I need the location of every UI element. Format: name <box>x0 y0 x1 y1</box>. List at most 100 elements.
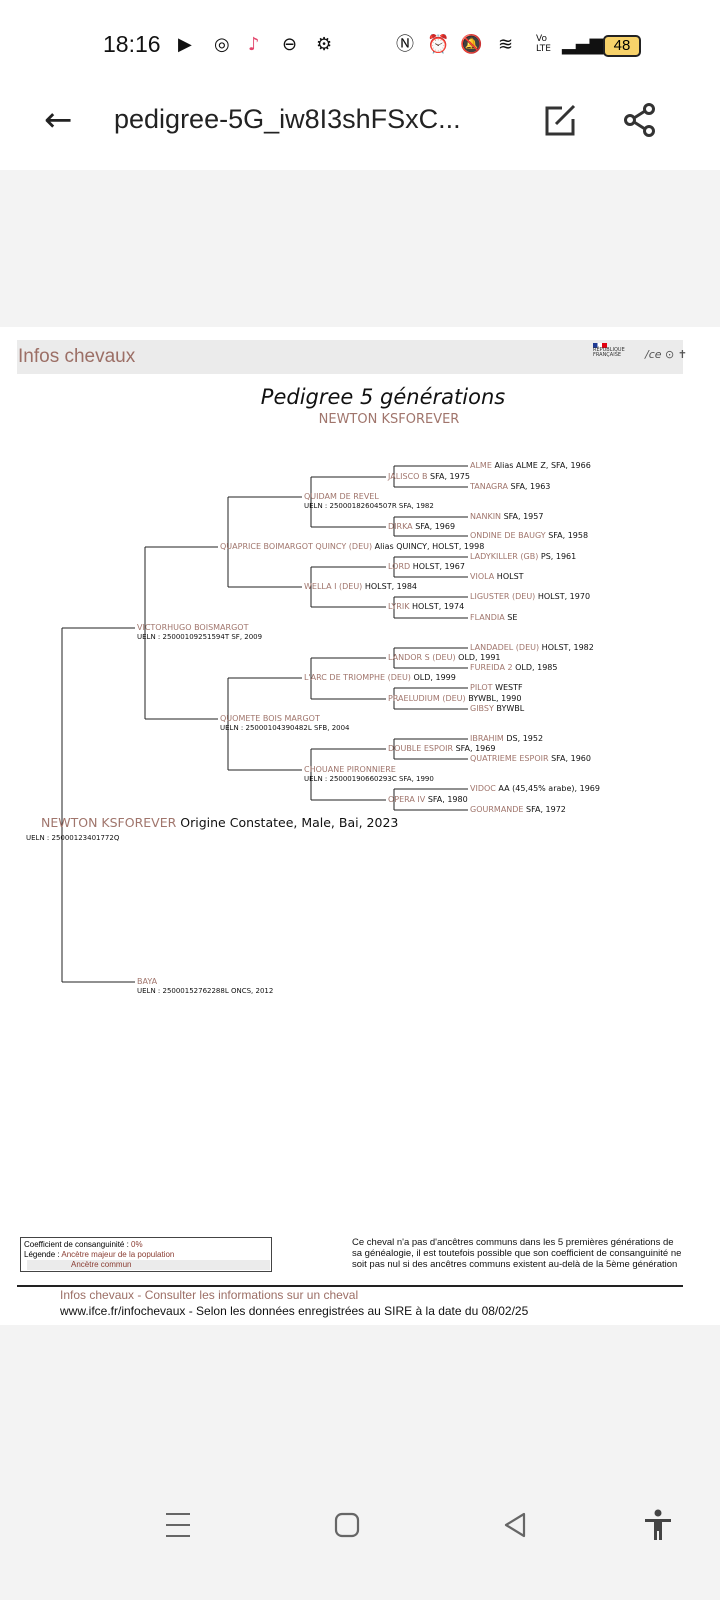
ancestor-details: SFA, 1969 <box>415 522 456 531</box>
legend-box: Coefficient de consanguinité : 0% Légend… <box>20 1237 272 1272</box>
ancestor-name[interactable]: QUAPRICE BOIMARGOT QUINCY (DEU) <box>220 542 373 551</box>
ancestor-details: SFA, 1972 <box>526 805 566 814</box>
subject-name[interactable]: NEWTON KSFOREVER <box>41 815 177 830</box>
ancestor-name[interactable]: GOURMANDE <box>470 805 524 814</box>
ancestor-details: SFA, 1980 <box>427 795 468 804</box>
ancestor-gen5: VIDOC AA (45,45% arabe), 1969 <box>470 784 600 794</box>
republique-francaise-logo: RÉPUBLIQUE FRANÇAISE <box>593 343 625 358</box>
youtube-icon: ▶ <box>178 34 192 55</box>
ancestor-gen5: GOURMANDE SFA, 1972 <box>470 805 566 815</box>
ancestor-name[interactable]: LORD <box>388 562 411 571</box>
file-title: pedigree-5G_iw8I3shFSxC... <box>114 104 461 134</box>
ancestor-gen5: FUREIDA 2 OLD, 1985 <box>470 663 557 673</box>
ancestor-gen3: L'ARC DE TRIOMPHE (DEU) OLD, 1999 <box>304 673 456 683</box>
ancestor-details: OLD, 1991 <box>458 653 501 662</box>
ancestor-name[interactable]: PILOT <box>470 683 493 692</box>
ancestor-name[interactable]: OPERA IV <box>388 795 426 804</box>
ancestor-gen5: GIBSY BYWBL <box>470 704 524 714</box>
ancestor-gen5: LIGUSTER (DEU) HOLST, 1970 <box>470 592 590 602</box>
share-icon[interactable] <box>622 102 658 138</box>
footer-source: www.ifce.fr/infochevaux - Selon les donn… <box>60 1304 529 1318</box>
ancestor-name[interactable]: QUIDAM DE REVEL <box>304 492 379 501</box>
ancestor-details: OLD, 1999 <box>413 673 456 682</box>
subject-ueln: UELN : 25000123401772Q <box>26 834 120 842</box>
ancestor-ueln: UELN : 25000152762288L ONCS, 2012 <box>137 987 274 995</box>
ancestor-details: PS, 1961 <box>540 552 577 561</box>
nfc-icon: Ⓝ <box>396 34 414 55</box>
ancestor-details: SFA, 1960 <box>551 754 591 763</box>
ancestor-details: HOLST, 1974 <box>412 602 465 611</box>
ancestor-details: Alias QUINCY, HOLST, 1998 <box>374 542 485 551</box>
ancestor-gen5: QUATRIEME ESPOIR SFA, 1960 <box>470 754 591 764</box>
ancestor-name[interactable]: VIDOC <box>470 784 496 793</box>
ancestor-name[interactable]: QUATRIEME ESPOIR <box>470 754 549 763</box>
ancestor-gen4: LYRIK HOLST, 1974 <box>388 602 464 612</box>
ancestor-gen4: JALISCO B SFA, 1975 <box>388 472 470 482</box>
ancestor-name[interactable]: FLANDIA <box>470 613 505 622</box>
mute-icon: 🔕 <box>460 34 483 55</box>
ancestor-name[interactable]: LANDOR S (DEU) <box>388 653 456 662</box>
footer-link[interactable]: Infos chevaux - Consulter les informatio… <box>60 1288 359 1302</box>
pedigree-lines <box>61 465 468 983</box>
ancestor-gen4: LORD HOLST, 1967 <box>388 562 465 572</box>
arrow-left-icon[interactable]: ← <box>44 100 73 140</box>
volte-icon: Vo LTE <box>536 34 551 54</box>
ancestor-name[interactable]: ONDINE DE BAUGY <box>470 531 546 540</box>
ancestor-name[interactable]: WELLA I (DEU) <box>304 582 363 591</box>
ancestor-name[interactable]: L'ARC DE TRIOMPHE (DEU) <box>304 673 411 682</box>
ancestor-details: DS, 1952 <box>506 734 544 743</box>
ancestor-gen2: QUOMETE BOIS MARGOT <box>220 714 320 724</box>
ancestor-name[interactable]: PRAELUDIUM (DEU) <box>388 694 466 703</box>
coef-value: 0% <box>131 1240 143 1249</box>
legend-common: Ancètre commun <box>27 1260 270 1270</box>
ancestor-gen5: NANKIN SFA, 1957 <box>470 512 543 522</box>
ancestor-name[interactable]: QUOMETE BOIS MARGOT <box>220 714 320 723</box>
ancestor-name[interactable]: NANKIN <box>470 512 502 521</box>
ancestor-name[interactable]: VIOLA <box>470 572 495 581</box>
ancestor-name[interactable]: VICTORHUGO BOISMARGOT <box>137 623 249 632</box>
ancestor-name[interactable]: DIRKA <box>388 522 413 531</box>
alarm-icon: ⏰ <box>427 34 450 55</box>
ancestor-gen5: PILOT WESTF <box>470 683 523 693</box>
home-icon[interactable] <box>330 1508 364 1542</box>
ancestor-gen1: BAYA <box>137 977 157 987</box>
ancestor-name[interactable]: GIBSY <box>470 704 494 713</box>
tiktok-icon: ♪ <box>248 34 260 55</box>
ancestor-details: SE <box>507 613 518 622</box>
ancestor-details: SFA, 1958 <box>548 531 589 540</box>
ancestor-name[interactable]: LADYKILLER (GB) <box>470 552 539 561</box>
ancestor-gen3: CHOUANE PIRONNIERE <box>304 765 396 775</box>
gear-icon: ⚙ <box>316 34 333 55</box>
coef-label: Coefficient de consanguinité : <box>24 1240 132 1249</box>
back-icon[interactable] <box>498 1508 532 1542</box>
ancestor-name[interactable]: LYRIK <box>388 602 410 611</box>
ancestor-gen4: DOUBLE ESPOIR SFA, 1969 <box>388 744 495 754</box>
ancestor-name[interactable]: BAYA <box>137 977 158 986</box>
header-band <box>17 340 683 374</box>
edit-icon[interactable] <box>542 102 578 138</box>
subject-details: Origine Constatee, Male, Bai, 2023 <box>180 815 399 830</box>
signal-icon: ▂▄▆ <box>562 34 604 55</box>
ancestor-name[interactable]: IBRAHIM <box>470 734 504 743</box>
ancestor-gen5: VIOLA HOLST <box>470 572 524 582</box>
ancestor-details: BYWBL, 1990 <box>468 694 522 703</box>
ancestor-name[interactable]: LIGUSTER (DEU) <box>470 592 536 601</box>
ancestor-name[interactable]: FUREIDA 2 <box>470 663 513 672</box>
battery-icon: 48 <box>603 35 641 57</box>
ancestor-details: SFA, 1969 <box>455 744 496 753</box>
legend-major: Ancètre majeur de la population <box>61 1250 175 1259</box>
nav-bar <box>0 1480 720 1600</box>
ancestor-name[interactable]: TANAGRA <box>470 482 508 491</box>
ancestor-details: SFA, 1957 <box>503 512 544 521</box>
ancestor-gen5: FLANDIA SE <box>470 613 517 623</box>
ancestor-gen4: LANDOR S (DEU) OLD, 1991 <box>388 653 501 663</box>
ancestor-name[interactable]: CHOUANE PIRONNIERE <box>304 765 396 774</box>
ancestor-gen4: PRAELUDIUM (DEU) BYWBL, 1990 <box>388 694 521 704</box>
ancestor-name[interactable]: JALISCO B <box>388 472 428 481</box>
accessibility-icon[interactable] <box>641 1508 675 1542</box>
recent-apps-icon[interactable] <box>161 1508 195 1542</box>
ancestor-name[interactable]: LANDADEL (DEU) <box>470 643 540 652</box>
page-title: Pedigree 5 générations <box>260 385 506 409</box>
ancestor-name[interactable]: ALME <box>470 461 492 470</box>
ancestor-name[interactable]: DOUBLE ESPOIR <box>388 744 454 753</box>
